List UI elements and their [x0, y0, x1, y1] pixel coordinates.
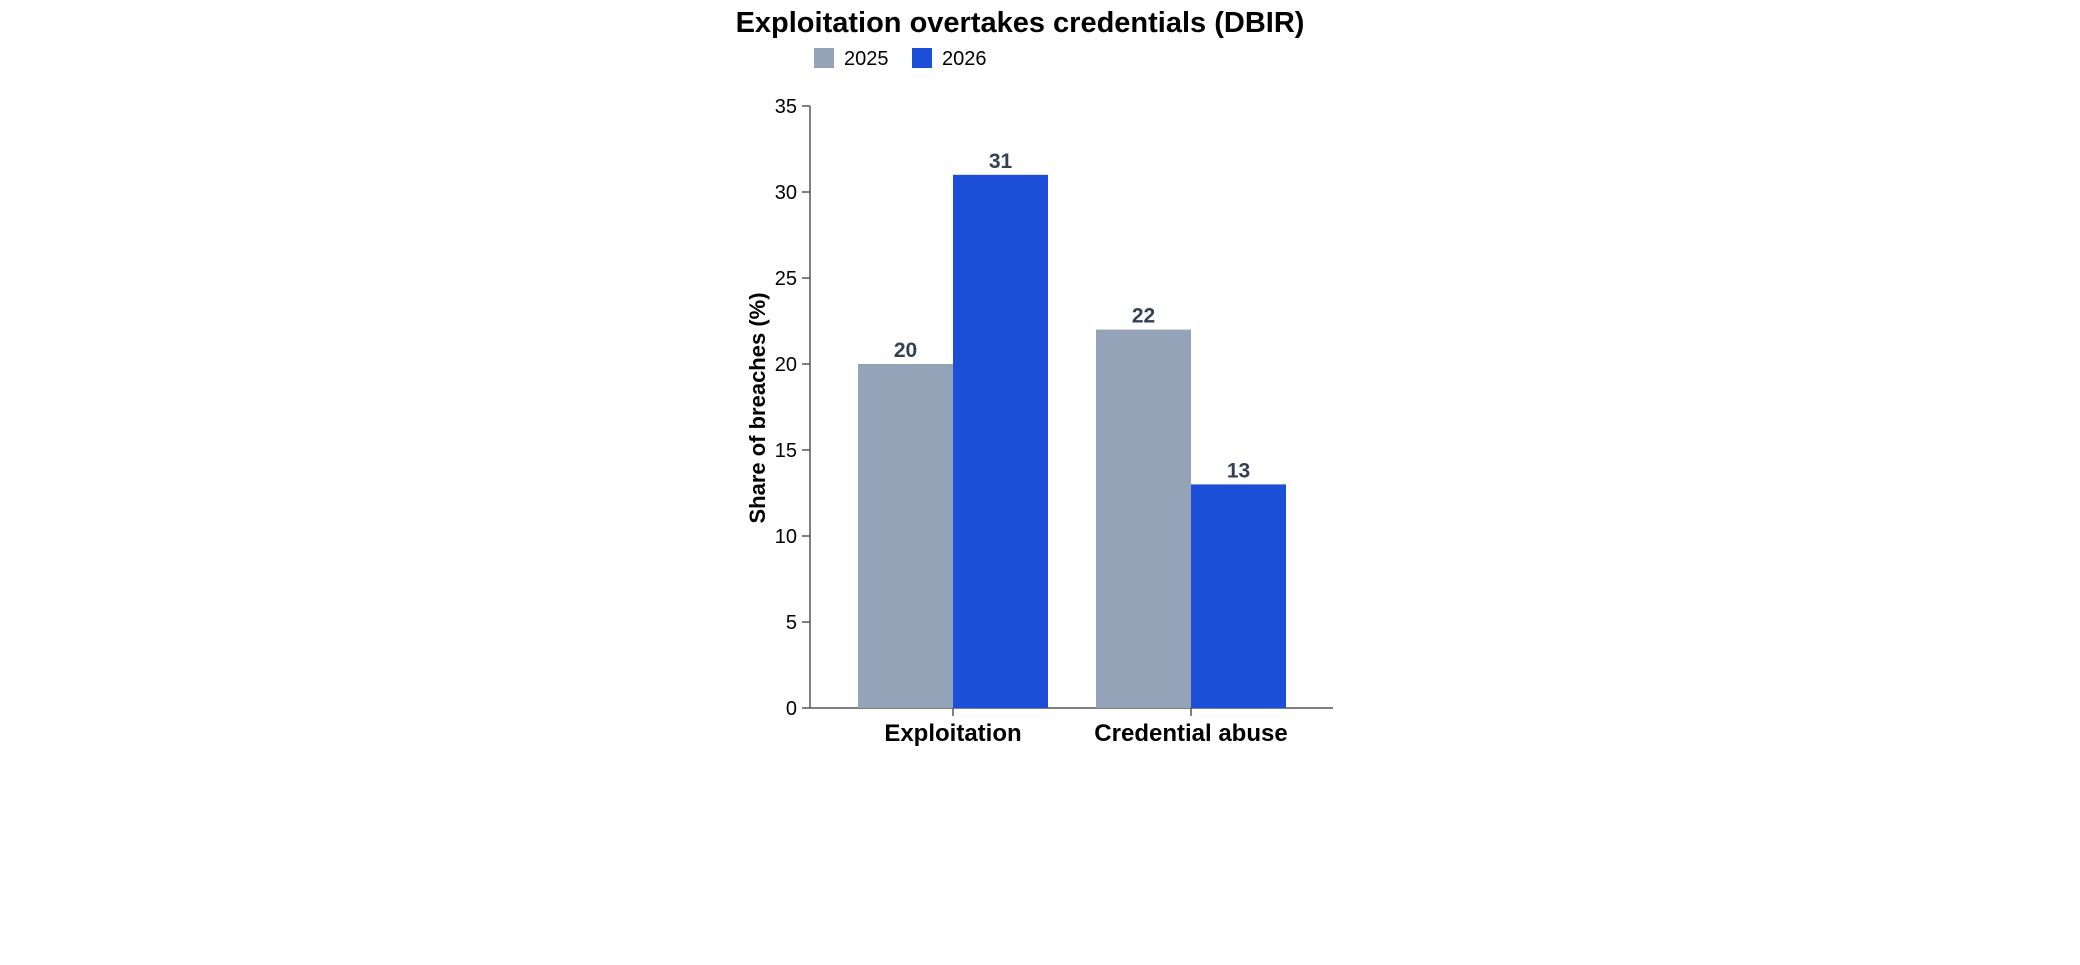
x-tick-label: Credential abuse: [1094, 720, 1287, 747]
data-label: 20: [894, 339, 917, 362]
data-label: 31: [989, 150, 1013, 173]
value-labels: 20 22 31 13: [894, 150, 1250, 483]
y-tick-label: 20: [775, 354, 797, 376]
data-label: 22: [1132, 305, 1155, 328]
legend-swatch-2025: [814, 48, 834, 68]
bar-2025-credential-abuse: [1096, 329, 1191, 708]
y-tick-label: 15: [775, 440, 797, 462]
legend-swatch-2026: [912, 48, 932, 68]
chart-title: Exploitation overtakes credentials (DBIR…: [736, 7, 1305, 39]
legend-label-2025: 2025: [844, 48, 889, 70]
legend: 2025 2026: [814, 48, 987, 70]
y-axis-label: Share of breaches (%): [745, 292, 770, 523]
y-tick-label: 0: [786, 698, 797, 720]
y-tick-label: 10: [775, 526, 797, 548]
legend-label-2026: 2026: [942, 48, 987, 70]
bar-2026-exploitation: [953, 174, 1048, 709]
x-tick-label: Exploitation: [884, 720, 1021, 747]
bar-2026-credential-abuse: [1191, 484, 1286, 708]
data-label: 13: [1227, 459, 1250, 482]
y-tick-label: 35: [775, 96, 797, 118]
bar-2025-exploitation: [858, 364, 953, 708]
y-tick-label: 25: [775, 268, 797, 290]
axes: 0 5 10 15 20 25 30 35 Exploitation Credential abu…: [775, 96, 1333, 747]
y-tick-label: 30: [775, 182, 797, 204]
y-tick-label: 5: [786, 612, 797, 634]
bars: [858, 174, 1286, 709]
